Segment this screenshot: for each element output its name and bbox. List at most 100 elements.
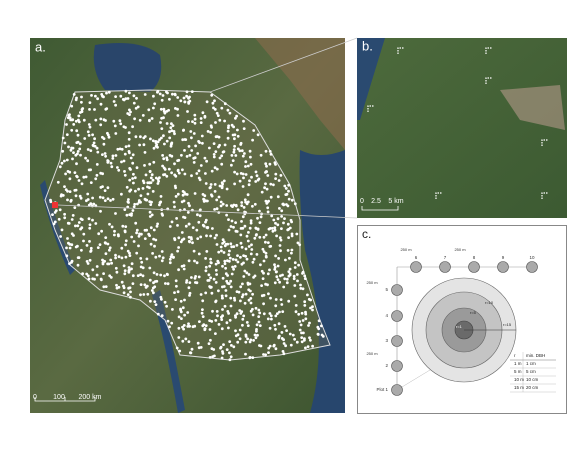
plot-dot: [256, 216, 259, 220]
plot-dot: [255, 253, 259, 256]
plot-dot: [219, 345, 223, 349]
plot-dot: [183, 100, 187, 104]
plot-dot: [53, 211, 57, 214]
plot-dot: [210, 291, 214, 295]
plot-dot: [274, 172, 278, 176]
plot-dot: [261, 247, 265, 251]
plot-dot: [320, 324, 323, 328]
plot-dot: [125, 185, 129, 189]
plot-dot: [214, 319, 218, 322]
plot-dot: [258, 311, 262, 315]
scale-label: 2.5: [371, 198, 381, 205]
highlight-site: [52, 202, 58, 208]
plot-dot: [220, 154, 224, 158]
plot-dot: [215, 111, 219, 115]
plot-dot: [149, 176, 153, 180]
plot-dot: [124, 225, 128, 229]
plot-dot: [239, 143, 243, 146]
plot-dot: [123, 229, 127, 233]
plot-dot: [108, 274, 112, 278]
plot-dot: [242, 176, 245, 180]
plot-dot: [240, 220, 243, 223]
plot-dot: [198, 178, 202, 182]
plot-dot: [193, 259, 196, 263]
plot-dot: [264, 240, 267, 244]
plot-dot: [195, 172, 199, 175]
plot-dot: [165, 110, 169, 113]
plot-dot: [244, 173, 248, 176]
panel-label: b.: [362, 38, 373, 53]
plot-dot: [219, 200, 223, 204]
plot-dot: [269, 195, 273, 199]
plot-dot: [287, 183, 291, 187]
plot-dot: [159, 107, 163, 111]
plot-dot: [80, 100, 83, 104]
plot-dot: [85, 272, 89, 276]
plot-dot: [127, 201, 130, 204]
plot-dot: [189, 130, 193, 133]
plot-dot: [165, 174, 169, 178]
plot-dot: [268, 245, 272, 248]
plot-dot: [128, 189, 132, 193]
plot-dot: [143, 228, 147, 232]
plot-dot: [199, 235, 203, 239]
plot-dot: [148, 186, 151, 190]
plot-dot: [245, 271, 249, 275]
plot-dot: [135, 228, 139, 232]
plot-dot: [74, 194, 78, 198]
plot-dot: [86, 148, 90, 151]
plot-dot: [182, 324, 186, 327]
plot-dot: [63, 216, 67, 220]
plot-dot: [274, 221, 277, 225]
plot-dot: [153, 244, 156, 248]
plot-dot: [240, 149, 244, 153]
plot-dot: [116, 166, 119, 169]
plot-dot: [93, 277, 96, 281]
plot-dot: [220, 249, 223, 253]
plot-dot: [179, 99, 183, 103]
plot-dot: [287, 270, 291, 273]
plot-dot: [129, 110, 132, 114]
plot-dot: [117, 168, 121, 172]
plot-dot: [311, 308, 314, 312]
plot-dot: [104, 154, 107, 158]
plot-dot: [291, 333, 295, 337]
plot-dot: [230, 272, 234, 276]
plot-dot: [187, 201, 190, 205]
plot-dot: [197, 169, 201, 173]
plot-dot: [155, 273, 159, 276]
plot-dot: [66, 189, 69, 193]
plot-dot: [104, 252, 108, 256]
plot-dot: [207, 342, 211, 345]
plot-dot: [80, 248, 83, 252]
plot-dot: [177, 336, 181, 339]
plot-dot: [69, 198, 73, 202]
plot-dot: [60, 228, 64, 232]
plot-dot: [228, 111, 232, 115]
plot-dot: [80, 182, 84, 186]
plot-dot: [223, 262, 227, 266]
plot-dot: [115, 270, 119, 274]
plot-dot: [258, 209, 261, 213]
plot-dot: [163, 274, 166, 278]
plot-dot: [215, 207, 219, 211]
plot-dot: [72, 151, 75, 155]
plot-dot: [77, 256, 81, 259]
plot-dot: [199, 346, 203, 349]
plot-dot: [100, 93, 104, 96]
table-cell: 1 m: [514, 361, 522, 366]
plot-dot: [127, 131, 131, 135]
plot-dot: [151, 178, 155, 182]
plot-dot: [65, 246, 68, 250]
plot-dot: [129, 295, 132, 299]
plot-dot: [221, 308, 224, 311]
plot-dot: [156, 312, 160, 316]
plot-dot: [122, 291, 126, 295]
plot-dot: [137, 234, 141, 238]
plot-dot: [188, 153, 192, 157]
plot-dot: [69, 148, 73, 152]
plot-dot: [256, 227, 260, 231]
plot-dot: [155, 224, 159, 228]
plot-dot: [267, 292, 270, 296]
plot-dot: [249, 252, 253, 256]
